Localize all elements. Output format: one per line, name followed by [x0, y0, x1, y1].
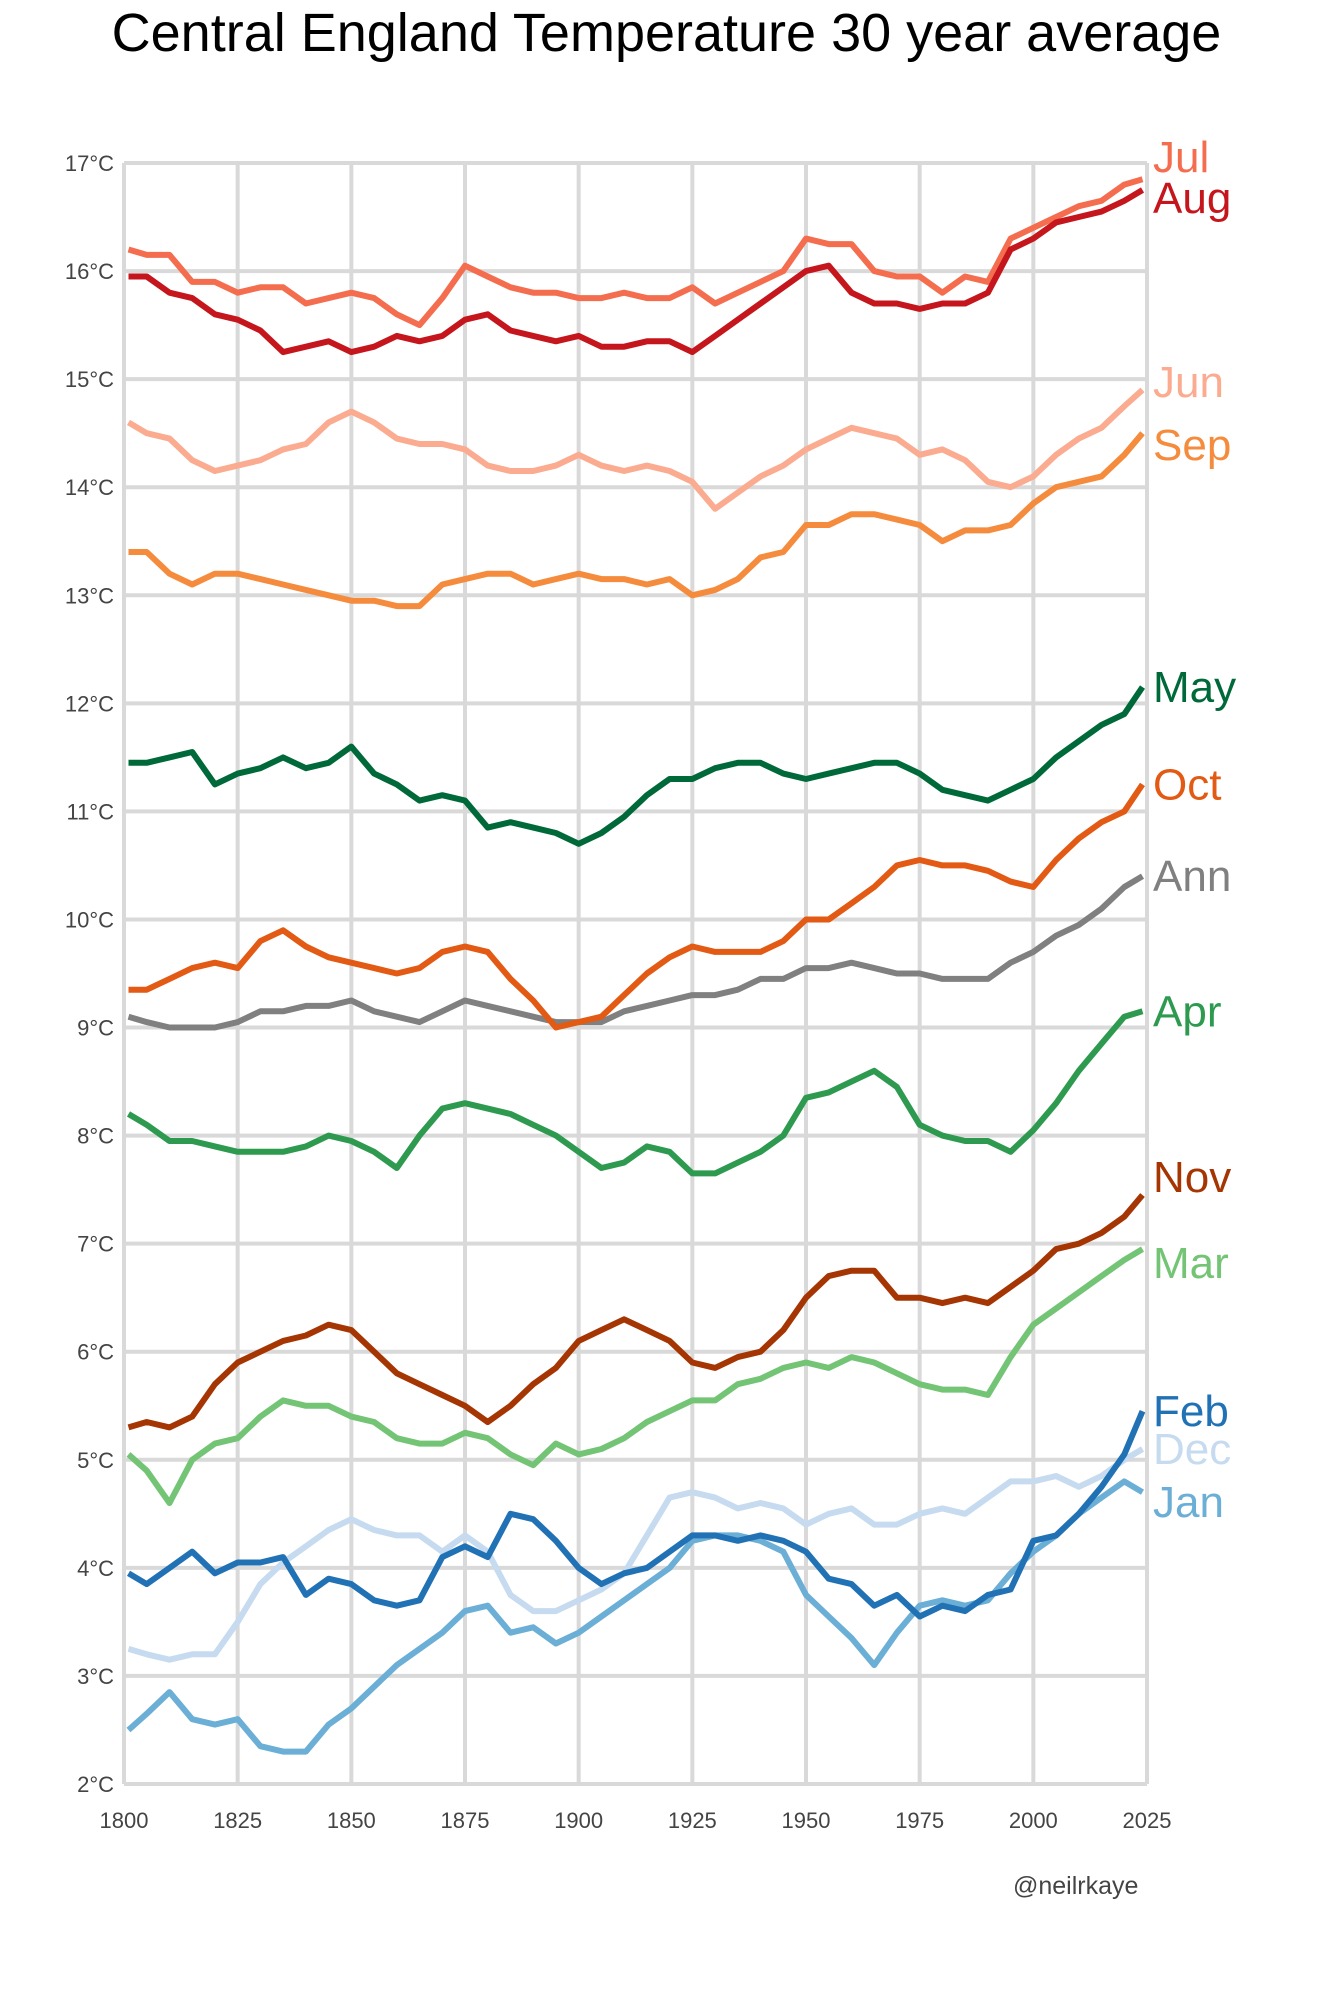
series-line-jun: [126, 387, 1145, 512]
series-line-oct: [128, 782, 1145, 1031]
series-label-feb: Feb: [1153, 1387, 1229, 1436]
series-label-dec: Dec: [1153, 1425, 1231, 1474]
y-tick-label: 16°C: [65, 259, 114, 284]
y-tick-label: 13°C: [65, 583, 114, 608]
x-tick-labels: 1800 1825 1850 1875 1900 1925 1950 1975 2000 2025: [100, 1808, 1172, 1833]
series-label-oct: Oct: [1153, 760, 1221, 809]
y-tick-label: 8°C: [77, 1124, 114, 1149]
x-tick-label: 1850: [327, 1808, 376, 1833]
series-line-may: [128, 685, 1145, 847]
series-line-sep: [128, 431, 1145, 610]
series-line-aug: [128, 187, 1145, 356]
x-tick-label: 1950: [782, 1808, 831, 1833]
y-tick-label: 6°C: [77, 1340, 114, 1365]
series-line-mar: [126, 1246, 1145, 1506]
series-line-nov: [127, 1193, 1145, 1431]
x-tick-label: 1800: [100, 1808, 149, 1833]
series-label-jun: Jun: [1153, 358, 1224, 407]
series-label-apr: Apr: [1153, 987, 1221, 1036]
y-tick-label: 11°C: [66, 799, 114, 824]
y-tick-label: 4°C: [77, 1556, 114, 1581]
series-line-ann: [127, 873, 1145, 1031]
series-label-nov: Nov: [1153, 1153, 1231, 1202]
series-label-jul: Jul: [1153, 133, 1209, 182]
x-tick-label: 2000: [1009, 1808, 1058, 1833]
series-line-feb: [126, 1410, 1146, 1620]
gridlines: [122, 161, 1149, 1786]
y-tick-label: 5°C: [77, 1448, 114, 1473]
y-tick-label: 9°C: [77, 1016, 114, 1041]
x-tick-label: 1875: [441, 1808, 490, 1833]
series-line-apr: [126, 1008, 1144, 1177]
series-label-jan: Jan: [1153, 1478, 1224, 1527]
series-label-ann: Ann: [1153, 852, 1231, 901]
x-tick-label: 1975: [895, 1808, 944, 1833]
series-line-dec: [127, 1446, 1145, 1663]
series-label-aug: Aug: [1153, 174, 1231, 223]
y-tick-label: 3°C: [77, 1664, 114, 1689]
y-tick-label: 7°C: [77, 1232, 114, 1257]
series-label-mar: Mar: [1153, 1239, 1229, 1288]
x-tick-label: 1900: [554, 1808, 603, 1833]
y-tick-label: 12°C: [65, 691, 114, 716]
y-tick-label: 2°C: [77, 1772, 114, 1797]
x-tick-label: 1825: [213, 1808, 262, 1833]
x-tick-label: 2025: [1123, 1808, 1172, 1833]
series-line-jan: [126, 1478, 1145, 1755]
y-tick-label: 10°C: [65, 907, 114, 932]
series-lines: [126, 176, 1146, 1755]
y-tick-label: 17°C: [65, 151, 114, 176]
series-line-jul: [127, 176, 1144, 329]
y-tick-label: 14°C: [65, 475, 114, 500]
author-credit: @neilrkaye: [1013, 1872, 1139, 1900]
x-tick-label: 1925: [668, 1808, 717, 1833]
chart-title: Central England Temperature 30 year aver…: [111, 3, 1222, 63]
y-tick-labels: 2°C 3°C 4°C 5°C 6°C 7°C 8°C 9°C 10°C 11°C 12°C 13°C…: [65, 151, 114, 1797]
series-label-sep: Sep: [1153, 421, 1231, 470]
y-tick-label: 15°C: [65, 367, 114, 392]
series-label-may: May: [1153, 663, 1236, 712]
